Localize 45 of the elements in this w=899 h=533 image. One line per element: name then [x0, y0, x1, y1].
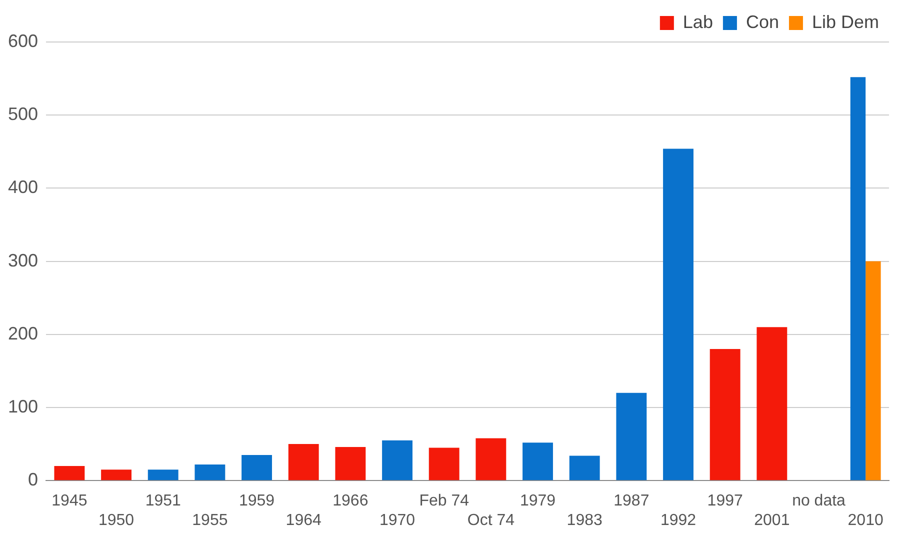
bar [522, 442, 553, 480]
x-tick-label: no data [792, 492, 846, 510]
x-tick-label: 1997 [707, 492, 743, 510]
x-tick-label: 1983 [566, 512, 602, 529]
x-tick-label: 1959 [238, 492, 275, 510]
bar [756, 327, 788, 480]
legend-label: Lab [682, 12, 713, 32]
x-tick-label: Oct 74 [467, 512, 515, 529]
bar [101, 470, 132, 480]
y-tick-label: 300 [8, 250, 38, 270]
x-tick-label: 1950 [98, 512, 134, 529]
bar [194, 464, 226, 480]
bar [476, 438, 506, 480]
y-tick-label: 600 [8, 30, 38, 51]
x-tick-label: 1964 [286, 512, 322, 529]
x-tick-label: 1951 [145, 492, 182, 510]
bar [710, 349, 740, 480]
y-tick-label: 500 [8, 104, 38, 124]
bar [242, 455, 272, 480]
x-tick-label: 1992 [660, 512, 696, 529]
y-tick-label: 400 [8, 177, 38, 198]
bar [335, 446, 366, 480]
x-tick-label: 2010 [848, 512, 884, 529]
legend-label: Lib Dem [812, 12, 880, 32]
x-tick-label: Feb 74 [419, 492, 470, 510]
x-tick-label: 1955 [192, 512, 228, 529]
y-tick-label: 200 [8, 323, 38, 344]
bar [54, 466, 85, 480]
y-tick-label: 100 [8, 396, 38, 416]
bar [148, 470, 178, 480]
x-tick-label: 2001 [754, 512, 790, 529]
bar [616, 392, 647, 480]
x-tick-label: 1979 [520, 492, 556, 510]
bar [866, 261, 881, 480]
bar [663, 148, 694, 480]
x-tick-label: 1945 [52, 492, 88, 510]
x-tick-label: 1987 [614, 492, 650, 510]
x-tick-label: 1970 [379, 512, 416, 529]
y-tick-label: 0 [28, 470, 38, 490]
bar [288, 444, 319, 480]
bar [428, 448, 460, 480]
x-tick-label: 1966 [332, 492, 368, 510]
legend-label: Con [746, 12, 779, 32]
bar [569, 456, 600, 480]
bar [382, 440, 412, 480]
